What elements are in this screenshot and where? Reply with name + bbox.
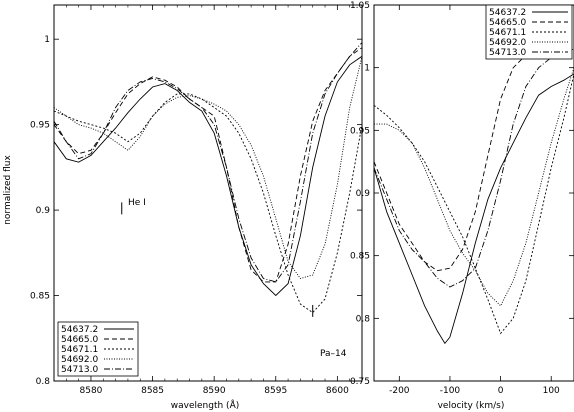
legend-label-54665.0: 54665.0 <box>61 335 98 345</box>
ytick-label: 0.85 <box>30 292 50 302</box>
pa14-label: Pa–14 <box>320 349 347 359</box>
series-line-54665.0 <box>54 47 362 283</box>
xtick-label: 8600 <box>326 386 349 396</box>
legend-label-54713.0: 54713.0 <box>489 48 526 58</box>
xtick-label: 0 <box>498 386 504 396</box>
plot-frame-1 <box>373 4 574 382</box>
ytick-label: 1 <box>364 64 370 74</box>
ytick-label: 0.8 <box>36 377 51 387</box>
plot-frame-0 <box>53 4 363 382</box>
ytick-label: 1 <box>44 35 50 45</box>
series-line-54665.0 <box>374 39 574 272</box>
legend-label-54692.0: 54692.0 <box>489 38 526 48</box>
ytick-label: 0.95 <box>30 121 50 131</box>
legend-label-54671.1: 54671.1 <box>489 28 526 38</box>
left-ylabel: normalized flux <box>3 155 13 225</box>
right-xlabel: velocity (km/s) <box>438 401 505 411</box>
right-panel-velocity: velocity (km/s) -200 -100 0 100 0.75 0.8 0.85 0… <box>350 1 574 411</box>
ytick-label: 1.05 <box>350 1 370 11</box>
ytick-label: 0.8 <box>356 314 371 324</box>
xtick-label: 100 <box>543 386 560 396</box>
xtick-label: 8590 <box>203 386 226 396</box>
series-line-54637.2 <box>54 55 362 297</box>
xtick-label: -200 <box>389 386 410 396</box>
ytick-label: 0.9 <box>356 189 371 199</box>
ytick-label: 0.85 <box>350 252 370 262</box>
xtick-label: 8595 <box>264 386 287 396</box>
series-line-54671.1 <box>374 73 574 335</box>
series-line-54713.0 <box>54 42 362 283</box>
series-line-54637.2 <box>374 73 574 345</box>
xtick-label: 8580 <box>80 386 103 396</box>
series-line-54692.0 <box>374 67 574 307</box>
xtick-label: 8585 <box>141 386 164 396</box>
legend-label-54637.2: 54637.2 <box>489 8 526 18</box>
ytick-label: 0.75 <box>350 377 370 387</box>
legend-label-54665.0: 54665.0 <box>489 18 526 28</box>
series-line-54713.0 <box>374 48 574 288</box>
ytick-label: 0.95 <box>350 126 370 136</box>
he-i-label: He I <box>128 198 146 208</box>
series-line-54692.0 <box>54 56 362 280</box>
legend-label-54692.0: 54692.0 <box>61 355 98 365</box>
legend-label-54637.2: 54637.2 <box>61 325 98 335</box>
legend-label-54713.0: 54713.0 <box>61 365 98 375</box>
legend-label-54671.1: 54671.1 <box>61 345 98 355</box>
left-xlabel: wavelength (Å) <box>171 399 239 411</box>
left-panel-wavelength: normalized flux wavelength (Å) He I Pa–1… <box>3 4 363 411</box>
xtick-label: -100 <box>440 386 461 396</box>
ytick-label: 0.9 <box>36 206 51 216</box>
series-line-54671.1 <box>54 93 362 314</box>
